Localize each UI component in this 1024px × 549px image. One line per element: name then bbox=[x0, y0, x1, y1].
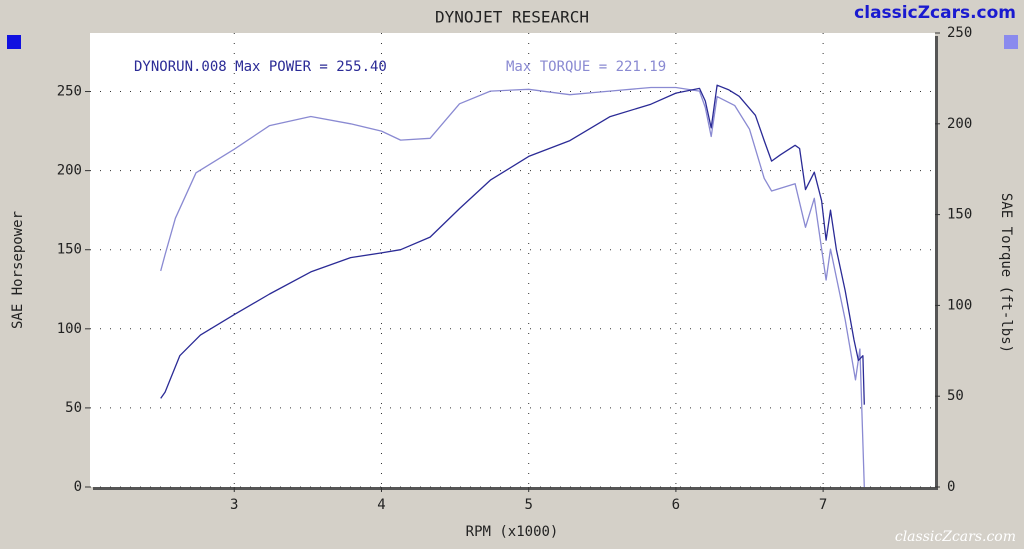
x-tick-label: 5 bbox=[524, 497, 532, 513]
y-tick-label: 100 bbox=[57, 321, 82, 337]
x-tick-label: 4 bbox=[377, 497, 385, 513]
annotation-torque: Max TORQUE = 221.19 bbox=[506, 59, 666, 75]
watermark: classicZcars.com bbox=[854, 3, 1016, 23]
y2-tick-label: 150 bbox=[947, 207, 972, 223]
y-tick-label: 50 bbox=[65, 400, 82, 416]
x-tick-label: 7 bbox=[819, 497, 827, 513]
x-tick-label: 6 bbox=[672, 497, 680, 513]
y2-axis-label: SAE Torque (ft-lbs) bbox=[998, 193, 1014, 353]
plot-area bbox=[90, 33, 935, 487]
chart-title: DYNOJET RESEARCH bbox=[435, 8, 589, 27]
y-tick-label: 250 bbox=[57, 84, 82, 100]
y-axis-label: SAE Horsepower bbox=[10, 211, 26, 329]
y2-tick-label: 100 bbox=[947, 297, 972, 313]
y-tick-label: 0 bbox=[74, 479, 82, 495]
watermark-bottom: classicZcars.com bbox=[895, 529, 1016, 545]
y2-tick-label: 50 bbox=[947, 388, 964, 404]
y2-tick-label: 0 bbox=[947, 479, 955, 495]
annotation-power: DYNORUN.008 Max POWER = 255.40 bbox=[134, 59, 387, 75]
series-line bbox=[160, 84, 865, 405]
y-tick-label: 200 bbox=[57, 163, 82, 179]
legend-torque-swatch bbox=[1004, 35, 1018, 49]
y-tick-label: 150 bbox=[57, 242, 82, 258]
x-axis-label: RPM (x1000) bbox=[466, 524, 559, 540]
legend-power-swatch bbox=[7, 35, 21, 49]
y2-tick-label: 200 bbox=[947, 116, 972, 132]
series-line bbox=[160, 86, 865, 488]
y2-tick-label: 250 bbox=[947, 25, 972, 41]
x-tick-label: 3 bbox=[230, 497, 238, 513]
